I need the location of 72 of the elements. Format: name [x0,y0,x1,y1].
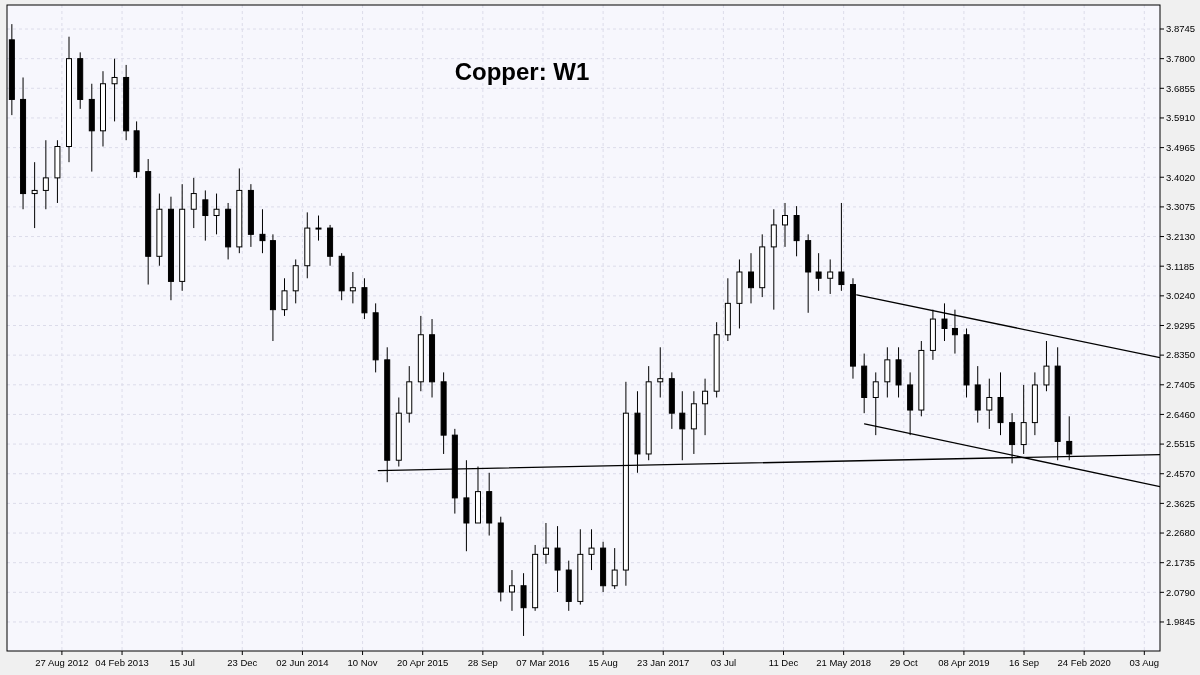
y-tick-label: 2.2680 [1166,527,1196,539]
candlestick [679,390,686,461]
x-tick-label: 10 Nov [347,657,378,668]
candlestick [951,309,958,355]
candlestick [1043,340,1050,392]
candlestick [42,139,49,210]
x-tick-label: 15 Aug [588,657,618,668]
y-tick-label: 3.7800 [1166,52,1196,64]
y-tick-label: 2.4570 [1166,468,1196,480]
y-tick-label: 3.2130 [1166,230,1196,242]
y-tick-label: 3.4020 [1166,171,1196,183]
x-tick-label: 16 Sep [1008,657,1040,668]
y-tick-label: 3.8745 [1166,23,1196,35]
x-tick-label: 08 Apr 2019 [938,657,990,668]
x-tick-label: 07 Mar 2016 [516,657,570,668]
y-tick-label: 3.4965 [1166,141,1196,153]
x-tick-label: 03 Jul [710,657,737,668]
x-tick-label: 02 Jun 2014 [276,657,329,668]
x-tick-label: 11 Dec [768,657,799,668]
candlestick [884,346,891,398]
y-tick-label: 2.9295 [1166,319,1196,331]
candlestick [542,522,549,565]
y-tick-label: 1.9845 [1166,616,1196,628]
candlestick [190,177,197,229]
candlestick [770,208,777,311]
x-tick-label: 23 Jan 2017 [637,657,690,668]
candlestick [782,202,788,248]
y-tick-label: 2.7405 [1166,379,1196,391]
candlestick [202,189,209,242]
candlestick [213,193,220,235]
candlestick [508,569,515,612]
y-tick-label: 3.0240 [1166,290,1196,302]
x-tick-label: 15 Jul [169,657,195,668]
candlestick [520,572,527,637]
candlestick [554,525,561,593]
y-tick-label: 2.1735 [1166,557,1196,569]
candlestick [748,252,755,304]
y-tick-label: 2.6460 [1166,408,1196,420]
y-tick-label: 2.8350 [1166,349,1196,361]
x-tick-label: 24 Feb 2020 [1057,657,1111,668]
candlestick [349,271,356,304]
candlestick [815,252,822,292]
x-tick-label: 04 Feb 2013 [95,657,149,668]
candlestick [111,58,118,122]
text: Copper: W1 [454,58,590,85]
x-tick-label: 23 Dec [227,657,258,668]
y-tick-label: 2.5515 [1166,438,1196,450]
candlestick [838,202,845,292]
x-tick-label: 29 Oct [889,657,919,668]
x-tick-label: 03 Aug [1129,657,1160,668]
candlestick [657,346,664,398]
y-tick-label: 2.0790 [1166,586,1196,598]
x-tick-label: 28 Sep [467,657,498,668]
candlestick [611,547,618,590]
y-tick-label: 3.1185 [1166,260,1195,272]
candlestick [702,378,709,436]
candlestick [315,215,322,242]
candlestick [827,258,834,295]
y-tick-label: 3.5910 [1166,112,1196,124]
y-tick-label: 3.3075 [1166,201,1196,213]
candlestick [281,277,288,317]
x-tick-label: 27 Aug 2012 [35,657,89,668]
x-tick-label: 20 Apr 2015 [397,657,449,668]
candlestick [986,378,993,430]
x-tick-label: 21 May 2018 [816,657,872,668]
candlestick [588,528,595,571]
y-tick-label: 2.3625 [1166,497,1196,509]
candlestick [31,161,38,229]
candlestick [1020,384,1027,455]
y-tick-label: 3.6855 [1166,82,1196,94]
candlestick [259,208,266,254]
candlestick [941,302,948,342]
